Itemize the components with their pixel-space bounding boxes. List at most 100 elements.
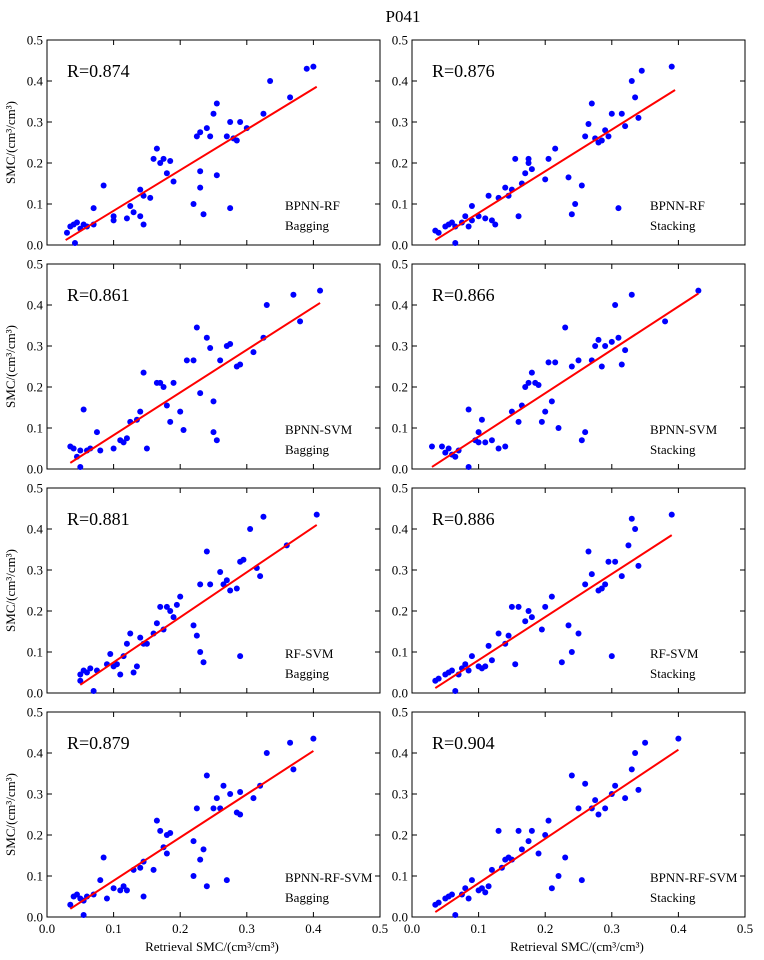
data-point [207,345,214,352]
data-point [163,170,170,177]
data-point [448,219,455,226]
data-point [582,133,589,140]
data-point [150,866,157,873]
data-point [635,786,642,793]
x-tick-label: 0.1 [470,921,486,936]
data-point [512,661,519,668]
plot-frame [411,711,746,918]
data-point [97,447,104,454]
data-point [482,663,489,670]
data-point [548,593,555,600]
data-point [143,640,150,647]
data-point [103,895,110,902]
data-point [137,408,144,415]
data-point [170,614,177,621]
data-point [197,129,204,136]
data-point [223,877,230,884]
y-tick-label: 0.3 [392,563,408,578]
y-axis-label: SMC/(cm³/cm³) [3,549,18,632]
y-tick-label: 0.3 [27,787,43,802]
data-point [217,357,224,364]
data-point [170,178,177,185]
y-tick-label: 0.1 [27,645,43,660]
fit-line [69,750,314,910]
data-point [123,640,130,647]
data-point [542,408,549,415]
data-point [482,215,489,222]
data-point [113,661,120,668]
data-point [157,160,164,166]
data-point [227,205,234,212]
data-point [123,435,130,442]
data-point [478,416,485,423]
data-point [495,630,502,637]
ensemble-label: Bagging [285,890,330,905]
figure-title: P041 [386,7,421,26]
data-point [203,125,210,132]
data-point [505,632,512,639]
x-tick-label: 0.5 [372,921,388,936]
data-point [213,100,220,107]
data-point [635,114,642,121]
data-point [618,110,625,117]
data-point [568,211,575,218]
data-point [595,336,602,343]
data-point [582,581,589,588]
data-point [605,133,612,140]
data-point [167,829,174,836]
data-point [452,911,459,918]
fit-line [434,89,676,241]
data-point [140,221,147,228]
y-tick-label: 0.4 [392,522,409,537]
y-tick-label: 0.1 [392,869,408,884]
y-tick-label: 0.4 [392,298,409,313]
method-label: RF-SVM [650,646,699,661]
data-point [153,620,160,627]
data-point [578,877,585,884]
y-tick-label: 0.4 [27,74,44,89]
data-point [592,797,599,804]
data-point [200,659,207,666]
data-point [317,287,324,294]
scatter-panel-2: 0.0 0.1 0.2 0.3 0.4 0.5 R=0.876 BPNN-RF Stacking [392,33,746,253]
method-label: RF-SVM [285,646,334,661]
ensemble-label: Stacking [650,666,696,681]
method-label: BPNN-SVM [650,422,718,437]
data-point [193,632,200,639]
data-point [213,437,220,444]
data-point [468,653,475,660]
method-label: BPNN-SVM [285,422,353,437]
data-point [588,571,595,578]
data-point [625,542,632,549]
data-point [193,324,200,331]
data-point [448,891,455,898]
data-point [618,361,625,368]
data-point [73,891,80,898]
data-point [608,110,615,117]
method-label: BPNN-RF [650,198,705,213]
fit-line [431,292,699,468]
data-point [465,667,472,674]
data-point [197,168,204,175]
data-point [137,186,144,193]
data-point [475,429,482,436]
data-point [153,145,160,152]
y-tick-label: 0.0 [27,238,43,253]
data-point [615,205,622,212]
data-point [568,772,575,779]
data-point [183,357,190,364]
data-point [515,603,522,610]
data-point [287,94,294,101]
data-point [555,873,562,879]
y-tick-label: 0.2 [392,828,408,843]
data-point [197,649,204,655]
data-point [100,182,107,189]
y-tick-label: 0.1 [27,197,43,212]
data-point [213,172,220,179]
data-point [555,425,562,431]
plot-frame [411,487,746,694]
r-label: R=0.879 [67,733,130,753]
data-point [170,379,177,386]
data-point [217,569,224,576]
data-point [545,359,552,366]
